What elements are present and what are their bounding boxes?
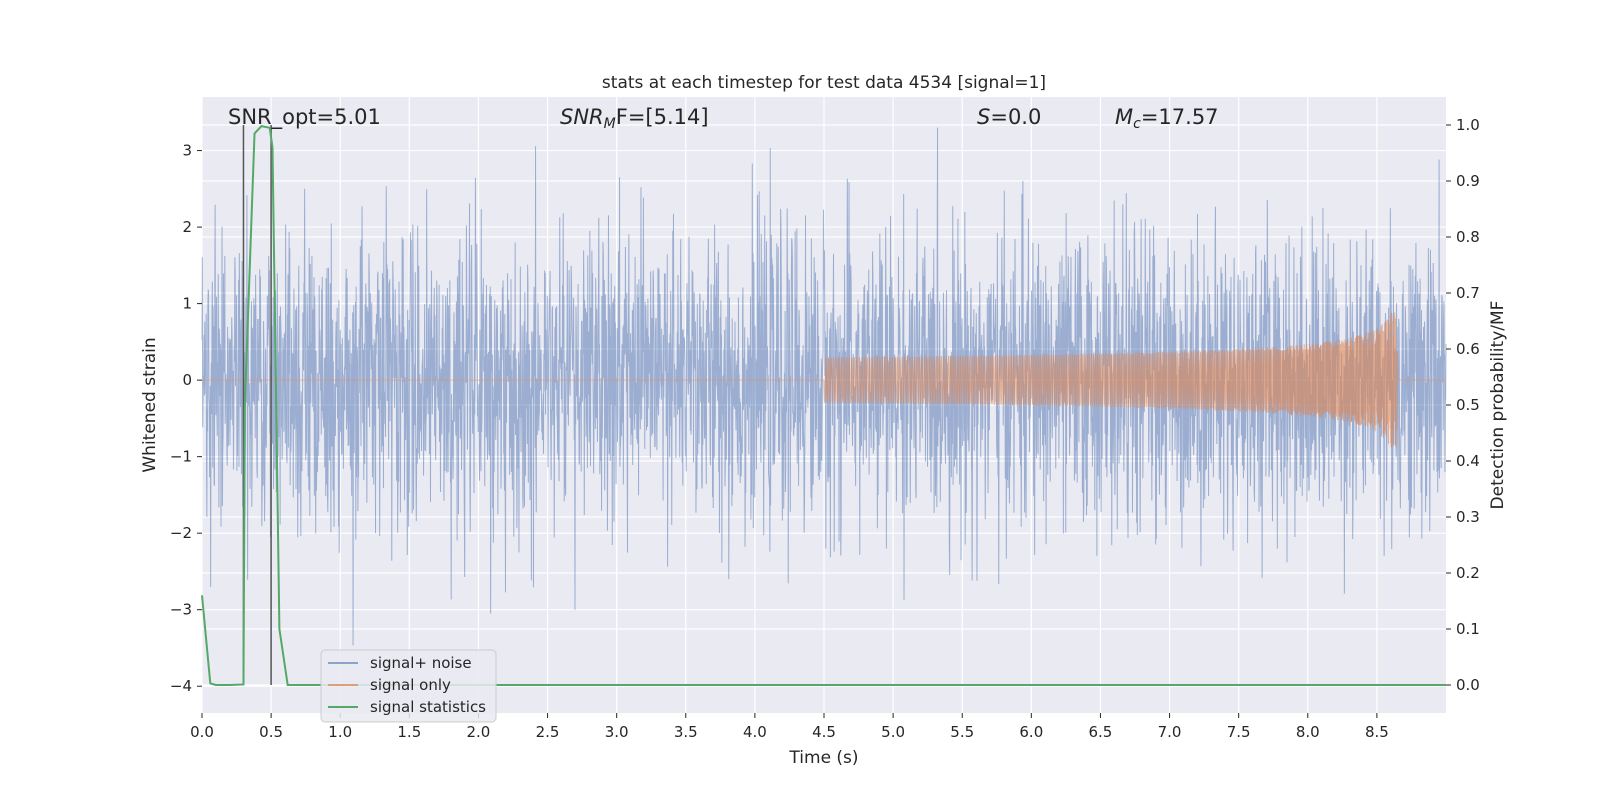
x-tick-label: 3.0 [605,723,629,741]
x-tick-label: 1.5 [397,723,421,741]
annotation-snr-mf: SNRMF=[5.14] [560,105,709,132]
x-tick-label: 4.0 [743,723,767,741]
x-axis-label: Time (s) [788,748,858,768]
x-tick-label: 7.0 [1158,723,1182,741]
x-tick-label: 2.5 [536,723,560,741]
annotation-mc: Mc=17.57 [1115,105,1219,132]
x-tick-labels: 0.0 0.5 1.0 1.5 2.0 2.5 3.0 3.5 4.0 4.5 5.0 5.5 6.0 6… [190,713,1389,741]
right-y-tick-label: 0.5 [1456,396,1480,414]
annotation-s: S=0.0 [977,105,1041,129]
y-axis-label-right: Detection probability/MF [1488,301,1508,510]
right-y-tick-labels: 1.0 0.9 0.8 0.7 0.6 0.5 0.4 0.3 0.2 0.1 0.0 [1446,116,1480,694]
x-tick-label: 6.0 [1019,723,1043,741]
y-tick-label: 2 [182,218,192,236]
x-tick-label: 0.5 [259,723,283,741]
x-tick-label: 5.0 [881,723,905,741]
x-tick-label: 8.5 [1365,723,1389,741]
right-y-tick-label: 0.3 [1456,508,1480,526]
series-signal-only-line [202,312,1446,448]
x-tick-label: 3.5 [674,723,698,741]
x-tick-label: 6.5 [1089,723,1113,741]
legend-label-signal-noise: signal+ noise [370,654,472,672]
right-y-tick-label: 0.8 [1456,228,1480,246]
x-tick-label: 2.0 [467,723,491,741]
right-y-tick-label: 0.6 [1456,340,1480,358]
legend-box [320,649,497,723]
y-axis-label-left: Whitened strain [140,337,160,472]
right-y-tick-label: 0.1 [1456,620,1480,638]
x-tick-label: 7.5 [1227,723,1251,741]
x-tick-label: 0.0 [190,723,214,741]
y-tick-label: −3 [170,601,192,619]
right-y-tick-label: 0.9 [1456,172,1480,190]
left-y-tick-labels: 3 2 1 0 −1 −2 −3 −4 [170,142,202,695]
x-tick-label: 1.0 [328,723,352,741]
y-tick-label: −1 [170,448,192,466]
annotation-snr-opt: SNR_opt=5.01 [228,105,381,130]
right-y-tick-label: 0.2 [1456,564,1480,582]
x-tick-label: 4.5 [812,723,836,741]
y-tick-label: 1 [182,295,192,313]
y-tick-label: 3 [182,142,192,160]
right-y-tick-label: 0.0 [1456,676,1480,694]
right-y-tick-label: 1.0 [1456,116,1480,134]
x-tick-label: 8.0 [1296,723,1320,741]
x-tick-label: 5.5 [950,723,974,741]
legend: signal+ noise signal only signal statist… [320,649,497,723]
legend-label-signal-only: signal only [370,676,451,694]
y-tick-label: −4 [170,677,192,695]
y-tick-label: 0 [182,371,192,389]
right-y-tick-label: 0.7 [1456,284,1480,302]
right-y-tick-label: 0.4 [1456,452,1480,470]
series-signal-statistics-line [201,125,1446,686]
legend-label-signal-statistics: signal statistics [370,698,486,716]
y-tick-label: −2 [170,524,192,542]
chart-title: stats at each timestep for test data 453… [602,73,1046,93]
